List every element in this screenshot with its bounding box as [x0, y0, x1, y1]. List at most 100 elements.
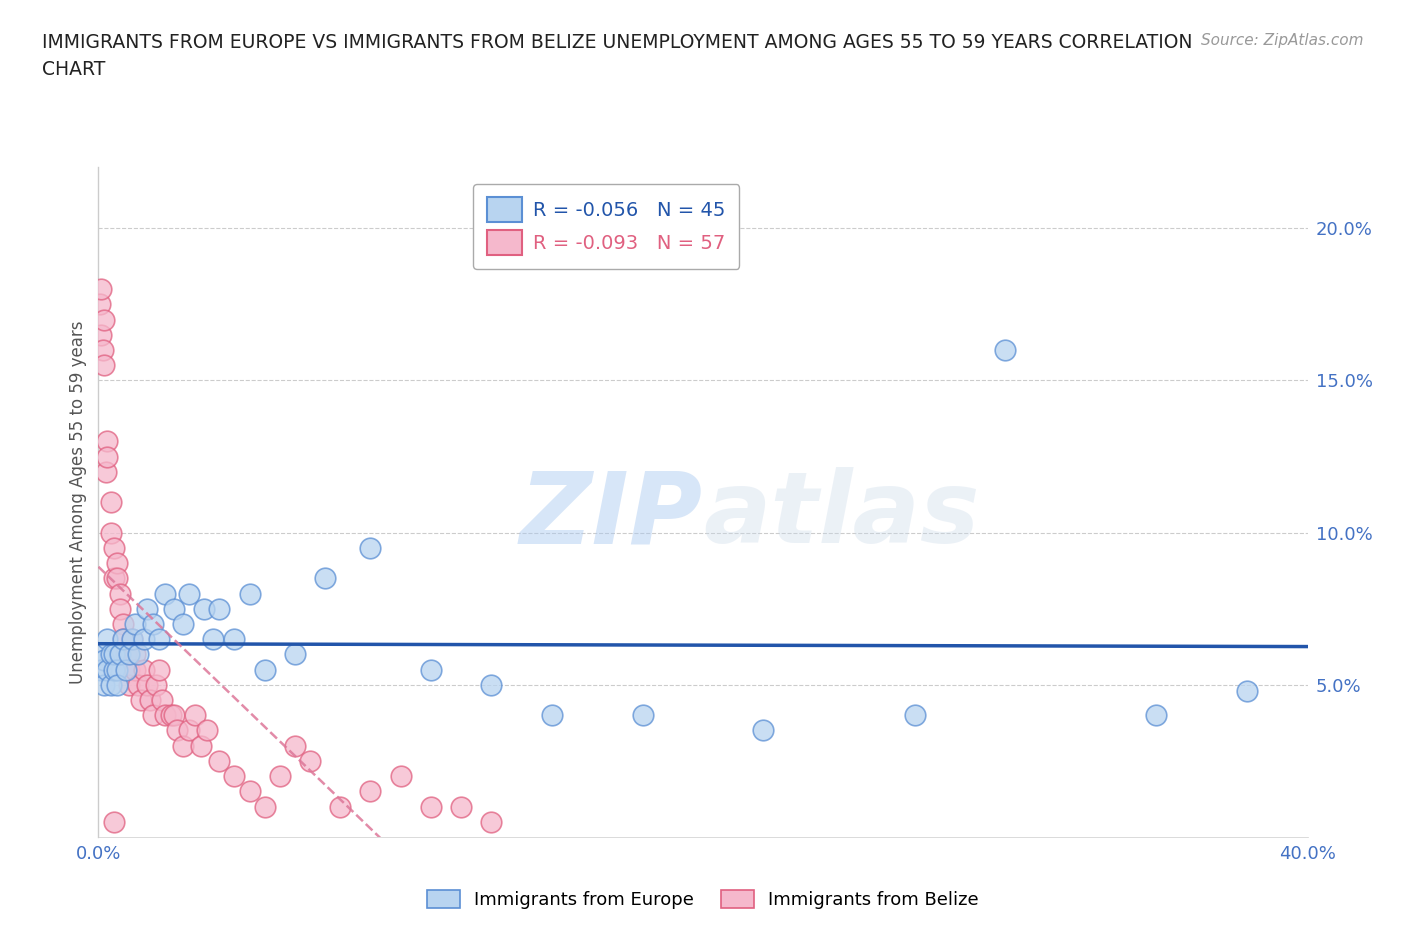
Point: [179, 723, 201, 737]
Point: [1236, 684, 1258, 698]
Text: Source: ZipAtlas.com: Source: ZipAtlas.com: [1201, 33, 1364, 47]
Point: [145, 677, 167, 692]
Point: [208, 602, 231, 617]
Point: [142, 617, 165, 631]
Point: [90, 647, 112, 662]
Point: [93, 312, 115, 327]
Point: [114, 647, 136, 662]
Point: [179, 586, 201, 601]
Point: [103, 540, 125, 555]
Point: [108, 586, 131, 601]
Point: [994, 342, 1017, 357]
Text: IMMIGRANTS FROM EUROPE VS IMMIGRANTS FROM BELIZE UNEMPLOYMENT AMONG AGES 55 TO 5: IMMIGRANTS FROM EUROPE VS IMMIGRANTS FRO…: [42, 33, 1192, 51]
Point: [904, 708, 927, 723]
Point: [195, 723, 218, 737]
Point: [96, 434, 118, 449]
Point: [90, 327, 112, 342]
Point: [111, 631, 134, 646]
Text: atlas: atlas: [703, 467, 980, 565]
Point: [118, 647, 141, 662]
Point: [269, 769, 291, 784]
Point: [172, 617, 194, 631]
Point: [239, 784, 262, 799]
Point: [96, 662, 118, 677]
Point: [148, 631, 170, 646]
Point: [540, 708, 562, 723]
Point: [114, 662, 136, 677]
Point: [420, 662, 443, 677]
Point: [124, 647, 146, 662]
Point: [135, 677, 157, 692]
Point: [100, 525, 122, 540]
Point: [100, 677, 122, 692]
Point: [360, 784, 382, 799]
Point: [752, 723, 775, 737]
Point: [160, 708, 183, 723]
Point: [96, 449, 118, 464]
Point: [121, 631, 143, 646]
Point: [90, 282, 112, 297]
Point: [314, 571, 336, 586]
Point: [450, 799, 472, 814]
Point: [105, 662, 128, 677]
Text: ZIP: ZIP: [520, 467, 703, 565]
Point: [111, 631, 134, 646]
Point: [163, 708, 186, 723]
Point: [105, 571, 128, 586]
Point: [172, 738, 194, 753]
Point: [89, 297, 111, 312]
Point: [108, 602, 131, 617]
Point: [96, 631, 118, 646]
Point: [121, 631, 143, 646]
Legend: Immigrants from Europe, Immigrants from Belize: Immigrants from Europe, Immigrants from …: [420, 883, 986, 916]
Point: [118, 662, 141, 677]
Point: [90, 662, 112, 677]
Point: [299, 753, 322, 768]
Point: [105, 677, 128, 692]
Point: [253, 799, 276, 814]
Point: [153, 708, 176, 723]
Y-axis label: Unemployment Among Ages 55 to 59 years: Unemployment Among Ages 55 to 59 years: [69, 321, 87, 684]
Point: [111, 617, 134, 631]
Point: [93, 358, 115, 373]
Point: [163, 602, 186, 617]
Point: [193, 602, 215, 617]
Point: [142, 708, 165, 723]
Point: [360, 540, 382, 555]
Point: [150, 693, 173, 708]
Point: [239, 586, 262, 601]
Legend: R = -0.056   N = 45, R = -0.093   N = 57: R = -0.056 N = 45, R = -0.093 N = 57: [474, 184, 740, 269]
Point: [420, 799, 443, 814]
Point: [108, 647, 131, 662]
Point: [118, 677, 141, 692]
Point: [148, 662, 170, 677]
Point: [253, 662, 276, 677]
Point: [124, 617, 146, 631]
Point: [103, 571, 125, 586]
Point: [100, 647, 122, 662]
Point: [284, 647, 307, 662]
Point: [224, 769, 246, 784]
Point: [284, 738, 307, 753]
Point: [132, 631, 155, 646]
Point: [184, 708, 207, 723]
Point: [202, 631, 225, 646]
Point: [329, 799, 352, 814]
Point: [208, 753, 231, 768]
Point: [93, 677, 115, 692]
Point: [139, 693, 162, 708]
Point: [224, 631, 246, 646]
Point: [153, 586, 176, 601]
Point: [127, 647, 149, 662]
Point: [100, 495, 122, 510]
Point: [481, 815, 503, 830]
Point: [127, 677, 149, 692]
Point: [103, 815, 125, 830]
Point: [1144, 708, 1167, 723]
Point: [132, 662, 155, 677]
Point: [91, 342, 114, 357]
Point: [135, 602, 157, 617]
Point: [103, 647, 125, 662]
Point: [389, 769, 412, 784]
Point: [124, 662, 146, 677]
